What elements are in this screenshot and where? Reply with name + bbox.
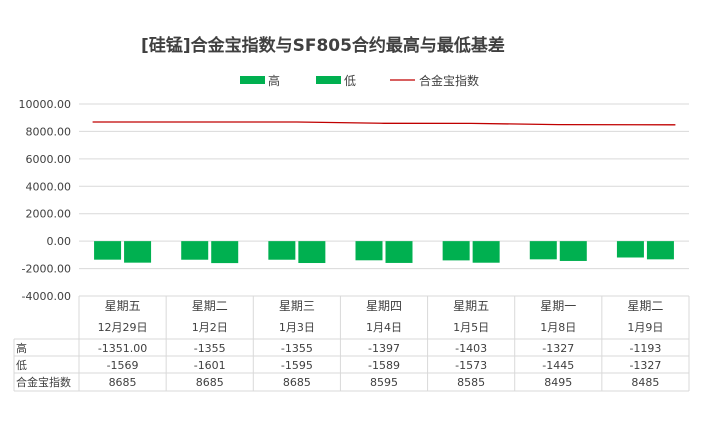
category-weekday: 星期二 <box>192 299 228 313</box>
table-cell: 8685 <box>109 376 137 389</box>
y-axis: 10000.00 8000.00 6000.00 4000.00 2000.00 0.00… <box>19 98 72 303</box>
legend: 高 低 合金宝指数 <box>240 73 479 88</box>
data-table: 星期五 12月29日 星期二 1月2日 星期三 1月3日 星期四 1月4日 星期五 1月5日 星期一… <box>13 296 690 392</box>
category-date: 1月5日 <box>453 321 489 334</box>
category-date: 1月2日 <box>192 321 228 334</box>
table-cell: -1573 <box>455 359 487 372</box>
table-cell: 8495 <box>544 376 572 389</box>
table-cell: -1327 <box>629 359 661 372</box>
legend-label-2: 低 <box>344 74 356 88</box>
legend-label-1: 高 <box>268 73 280 88</box>
table-cell: -1445 <box>542 359 574 372</box>
y-tick-label: 4000.00 <box>26 180 72 193</box>
table-cell: -1355 <box>194 342 226 355</box>
table-row-label: 低 <box>16 359 27 372</box>
category-weekday: 星期五 <box>105 299 141 313</box>
bars <box>94 241 674 264</box>
table-cell: -1397 <box>368 342 400 355</box>
category-weekday: 星期五 <box>453 299 489 313</box>
table-cell: -1327 <box>542 342 574 355</box>
chart-title: [硅锰]合金宝指数与SF805合约最高与最低基差 <box>141 35 505 56</box>
bar-low <box>298 241 326 264</box>
table-cell: 8485 <box>631 376 659 389</box>
index-line <box>92 121 676 126</box>
y-tick-label: 8000.00 <box>26 125 72 138</box>
table-cell: -1403 <box>455 342 487 355</box>
bar-low <box>385 241 413 263</box>
table-cell: 8685 <box>196 376 224 389</box>
bar-low <box>124 241 152 263</box>
table-cell: 8595 <box>370 376 398 389</box>
table-cell: -1569 <box>107 359 139 372</box>
category-weekday: 星期三 <box>279 299 315 313</box>
category-date: 1月4日 <box>366 321 402 334</box>
category-date: 1月3日 <box>279 321 315 334</box>
table-cell: 8685 <box>283 376 311 389</box>
y-tick-label: -2000.00 <box>22 263 71 276</box>
table-cell: -1601 <box>194 359 226 372</box>
y-tick-label: 6000.00 <box>26 153 72 166</box>
bar-low <box>646 241 674 260</box>
bar-high <box>355 241 383 261</box>
table-cell: -1193 <box>629 342 661 355</box>
table-row-label: 高 <box>16 341 27 355</box>
table-cell: -1355 <box>281 342 313 355</box>
bar-low <box>472 241 500 263</box>
line-series-index <box>92 121 676 126</box>
category-weekday: 星期一 <box>540 299 576 313</box>
y-tick-label: 0.00 <box>47 235 72 248</box>
legend-swatch-2 <box>316 76 341 84</box>
y-tick-label: 2000.00 <box>26 208 72 221</box>
category-date: 1月9日 <box>627 321 663 334</box>
category-date: 12月29日 <box>98 321 148 334</box>
bar-low <box>211 241 239 264</box>
table-cell: -1595 <box>281 359 313 372</box>
table-row-label: 合金宝指数 <box>16 375 71 389</box>
bar-high <box>616 241 644 258</box>
category-date: 1月8日 <box>540 321 576 334</box>
table-cell: -1351.00 <box>98 342 147 355</box>
bar-low <box>559 241 587 261</box>
bar-high <box>94 241 122 260</box>
legend-swatch-1 <box>240 76 265 84</box>
y-tick-label: 10000.00 <box>19 98 72 111</box>
bar-high <box>181 241 209 260</box>
table-cell: 8585 <box>457 376 485 389</box>
legend-label-3: 合金宝指数 <box>419 73 479 88</box>
category-weekday: 星期二 <box>627 299 663 313</box>
category-weekday: 星期四 <box>366 299 402 313</box>
bar-high <box>268 241 296 260</box>
grid-lines <box>79 103 689 297</box>
y-tick-label: -4000.00 <box>22 290 71 303</box>
table-cell: -1589 <box>368 359 400 372</box>
bar-high <box>529 241 557 260</box>
bar-high <box>442 241 470 261</box>
